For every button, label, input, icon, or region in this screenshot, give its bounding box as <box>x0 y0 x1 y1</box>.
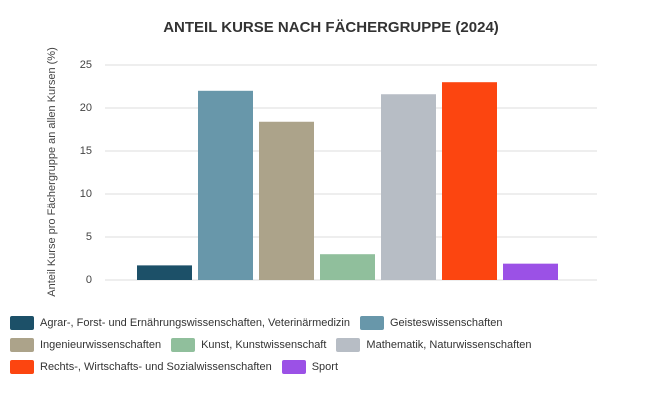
legend-item[interactable]: Agrar-, Forst- und Ernährungswissenschaf… <box>10 315 350 331</box>
bar <box>137 265 192 280</box>
legend-item[interactable]: Sport <box>281 359 338 375</box>
y-tick-label: 25 <box>80 59 92 71</box>
legend-swatch <box>10 360 34 374</box>
legend-label: Sport <box>311 361 338 373</box>
legend-label: Mathematik, Naturwissenschaften <box>366 339 532 351</box>
bar <box>503 263 558 280</box>
plot: ANTEIL KURSE NACH FÄCHERGRUPPE (2024) An… <box>46 19 597 297</box>
legend: Agrar-, Forst- und Ernährungswissenschaf… <box>10 315 660 375</box>
y-tick-label: 10 <box>80 188 92 200</box>
chart-title: ANTEIL KURSE NACH FÄCHERGRUPPE (2024) <box>163 19 499 36</box>
legend-item[interactable]: Mathematik, Naturwissenschaften <box>336 337 532 353</box>
bar <box>320 254 375 280</box>
y-tick-label: 5 <box>86 231 92 243</box>
bar <box>442 82 497 280</box>
legend-item[interactable]: Ingenieurwissenschaften <box>10 337 161 353</box>
legend-swatch <box>359 316 384 330</box>
legend-swatch <box>10 316 34 330</box>
legend-label: Rechts-, Wirtschafts- und Sozialwissensc… <box>40 361 272 373</box>
bar <box>381 94 436 281</box>
legend-swatch <box>10 338 34 352</box>
bar <box>198 90 253 280</box>
legend-swatch <box>171 338 196 352</box>
legend-swatch <box>281 360 306 374</box>
y-tick-label: 15 <box>80 145 92 157</box>
legend-item[interactable]: Rechts-, Wirtschafts- und Sozialwissensc… <box>10 359 272 375</box>
y-axis-label: Anteil Kurse pro Fächergruppe an allen K… <box>46 47 58 296</box>
legend-item[interactable]: Geisteswissenschaften <box>359 315 503 331</box>
y-tick-label: 20 <box>80 102 92 114</box>
bar <box>259 121 314 280</box>
y-tick-label: 0 <box>86 274 92 286</box>
legend-label: Geisteswissenschaften <box>389 317 503 329</box>
legend-label: Kunst, Kunstwissenschaft <box>201 339 327 351</box>
legend-item[interactable]: Kunst, Kunstwissenschaft <box>171 337 326 353</box>
legend-label: Ingenieurwissenschaften <box>40 339 162 351</box>
legend-label: Agrar-, Forst- und Ernährungswissenschaf… <box>40 317 350 329</box>
legend-swatch <box>336 338 361 352</box>
